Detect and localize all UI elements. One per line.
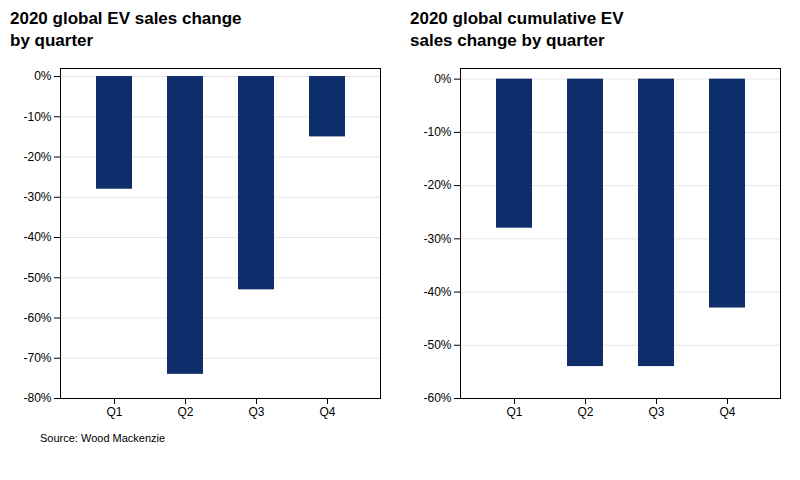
svg-text:-40%: -40% [23, 231, 51, 245]
svg-text:-60%: -60% [423, 392, 451, 406]
svg-text:-40%: -40% [423, 285, 451, 299]
svg-text:0%: 0% [34, 70, 52, 84]
html-text:2020 global EV sales change by: 2020 global EV sales change by quarter [10, 9, 242, 51]
svg-text:-30%: -30% [23, 190, 51, 204]
html-text:Source: Wood Mackenzie: Source: Wood Mackenzie [40, 432, 166, 445]
svg-text:-50%: -50% [23, 271, 51, 285]
svg-text:-20%: -20% [423, 179, 451, 193]
svg-text:0%: 0% [434, 72, 452, 86]
svg-text:Q2: Q2 [177, 405, 193, 419]
svg-text:-80%: -80% [23, 392, 51, 406]
svg-text:-10%: -10% [23, 110, 51, 124]
svg-text:-70%: -70% [23, 351, 51, 365]
svg-text:-20%: -20% [23, 150, 51, 164]
html-text:2020 global cumulative EV sale: 2020 global cumulative EV sales change b… [410, 9, 624, 51]
svg-text:Q3: Q3 [648, 405, 664, 419]
svg-text:-30%: -30% [423, 232, 451, 246]
svg-text:-50%: -50% [423, 338, 451, 352]
svg-text:Q2: Q2 [577, 405, 593, 419]
svg-text:-60%: -60% [23, 311, 51, 325]
svg-text:Q3: Q3 [248, 405, 264, 419]
svg-text:Q1: Q1 [506, 405, 522, 419]
svg-text:Q4: Q4 [319, 405, 335, 419]
svg-text:Q4: Q4 [719, 405, 735, 419]
svg-text:-10%: -10% [423, 125, 451, 139]
svg-text:Q1: Q1 [106, 405, 122, 419]
